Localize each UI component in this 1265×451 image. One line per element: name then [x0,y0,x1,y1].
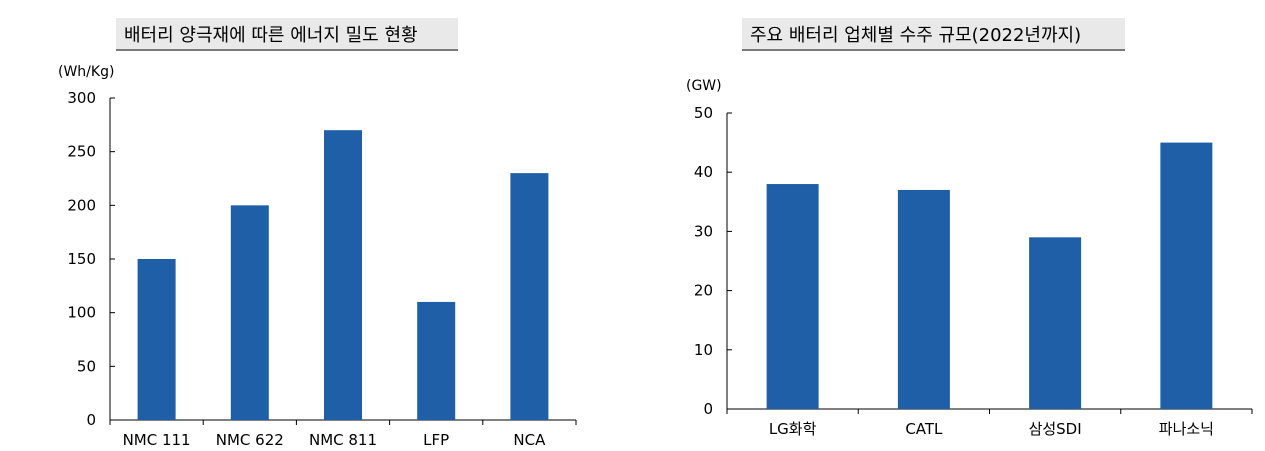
x-tick-label: 파나소닉 [1159,420,1214,438]
bar [766,184,819,409]
x-tick-label: NMC 111 [123,431,191,449]
x-tick-label: LG화학 [769,420,817,438]
y-axis-unit-label: (GW) [686,78,722,94]
chart-title-order-volume: 주요 배터리 업체별 수주 규모(2022년까지) [742,18,1125,51]
y-tick-label: 0 [86,411,96,429]
x-tick-label: CATL [905,420,943,438]
y-tick-label: 20 [694,282,713,300]
bar [417,301,456,420]
y-axis-unit-label: (Wh/Kg) [58,64,115,80]
order-volume-chart-panel: 주요 배터리 업체별 수주 규모(2022년까지) (GW) 0 10 20 30 40… [632,0,1265,451]
energy-density-chart-panel: 배터리 양극재에 따른 에너지 밀도 현황 (Wh/Kg) 0 50 100 150 2… [0,0,632,451]
bar [137,259,176,420]
y-tick-label: 100 [67,304,96,322]
x-tick-label: NMC 811 [309,431,377,449]
y-tick-label: 0 [703,400,713,418]
bar [897,189,950,409]
y-tick-label: 250 [67,143,96,161]
y-tick-label: 150 [67,250,96,268]
x-tick-label: NMC 622 [216,431,284,449]
energy-density-bar-chart: 0 50 100 150 200 250 300 NMC 111 NMC 622 NMC 811 L… [67,89,577,449]
y-tick-label: 200 [67,196,96,214]
bar [230,205,269,420]
y-tick-label: 40 [694,163,713,181]
x-tick-label: LFP [423,431,449,449]
x-tick-label: NCA [513,431,546,449]
bar [1160,142,1213,409]
bar [1029,237,1082,409]
bar [324,130,362,420]
y-tick-label: 10 [694,341,713,359]
y-tick-label: 30 [694,222,713,240]
y-tick-label: 300 [67,89,96,107]
y-tick-label: 50 [77,357,96,375]
y-tick-label: 50 [694,104,713,122]
bar [510,173,549,420]
chart-title-energy-density: 배터리 양극재에 따른 에너지 밀도 현황 [116,18,458,51]
x-tick-label: 삼성SDI [1029,420,1082,438]
order-volume-bar-chart: 0 10 20 30 40 50 LG화학 CATL 삼성SDI 파나소닉 [694,104,1253,438]
